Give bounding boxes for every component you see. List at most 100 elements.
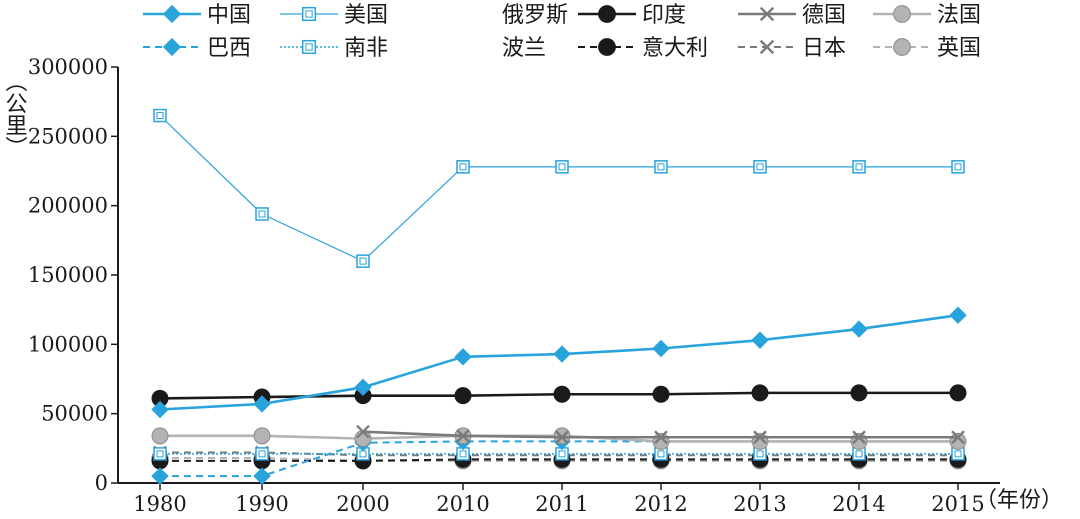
legend-item-印度-swatch-marker: [598, 5, 616, 23]
series-德国-point-2013: [753, 430, 767, 445]
legend-item-美国-swatch-marker: [301, 6, 317, 22]
x-tick-label: 1990: [235, 492, 288, 516]
legend-item-日本-swatch-marker: [759, 39, 775, 55]
series-美国-point-1990: [255, 207, 269, 221]
series-南非-point-1980-outer: [153, 447, 167, 461]
legend-item-美国-swatch-marker-inner: [305, 10, 313, 18]
series-美国-point-1980-outer: [153, 108, 167, 123]
y-tick-label: 200000: [28, 194, 108, 218]
series-美国-point-2010: [456, 160, 470, 174]
series-美国-point-2012-inner: [657, 163, 665, 171]
series-美国-point-2013-inner: [756, 163, 764, 171]
x-tick-label: 2013: [733, 492, 786, 516]
series-德国-point-2011: [555, 430, 569, 445]
legend-item-南非: 南非: [280, 36, 388, 61]
series-印度-point-2014: [850, 384, 868, 402]
legend-item-巴西-swatch-marker: [162, 37, 182, 57]
series-中国-point-2000: [354, 378, 372, 397]
x-tick-label: 2010: [436, 492, 489, 516]
series-中国-point-2011: [553, 345, 571, 363]
series-印度-point-2010: [454, 387, 472, 405]
legend-item-意大利: 意大利: [578, 36, 708, 61]
series-美国-point-2010-outer: [456, 160, 470, 174]
legend-item-日本: 日本: [738, 36, 846, 61]
series-德国-point-2012: [654, 430, 668, 445]
series-南非-point-1980-inner: [156, 450, 164, 458]
series-南非-point-1990-inner: [258, 450, 266, 458]
series-美国-point-2013-outer: [753, 160, 767, 174]
legend-item-俄罗斯: 俄罗斯: [502, 3, 568, 28]
legend-item-南非-swatch-marker-outer: [301, 39, 317, 55]
series-巴西-line: [160, 440, 958, 478]
series-印度-point-2011: [553, 385, 571, 403]
series-中国-point-2012: [652, 339, 670, 358]
series-法国-point-1990: [253, 427, 271, 445]
series-南非: [153, 447, 965, 461]
series-中国-point-1990: [253, 395, 271, 413]
series-南非-point-2015: [951, 447, 965, 461]
legend-item-中国-swatch-marker: [162, 4, 182, 24]
series-中国: [151, 306, 967, 419]
series-美国-point-2000-inner: [359, 257, 367, 265]
series-中国-point-2010: [454, 348, 472, 366]
series-南非-point-1980: [153, 447, 167, 461]
y-tick-label: 50000: [41, 402, 108, 426]
series-美国-point-2011-outer: [555, 160, 569, 174]
legend-item-法国-label: 法国: [937, 3, 981, 28]
series-南非-point-2000: [356, 447, 370, 461]
legend-item-中国: 中国: [143, 3, 251, 28]
legend-item-印度: 印度: [578, 3, 686, 28]
series-巴西-point-1980: [151, 467, 169, 485]
legend-item-波兰: 波兰: [502, 36, 546, 61]
series-南非-point-2013: [753, 447, 767, 461]
y-axis-label: （公里）: [2, 70, 28, 158]
legend-item-英国: 英国: [873, 36, 981, 61]
series-美国-point-2010-inner: [459, 163, 467, 171]
series-美国: [153, 108, 965, 268]
series-美国-point-1980-inner: [156, 112, 164, 120]
legend-item-美国: 美国: [280, 3, 388, 28]
series-德国-point-2014: [852, 430, 866, 445]
legend-item-英国-swatch-marker: [893, 38, 911, 56]
series-德国-point-2010: [456, 429, 470, 443]
x-tick-label: 2014: [832, 492, 885, 516]
axes-layer: 0 50000 100000 150000 200000 250000 300000 1980…: [28, 55, 1000, 516]
legend-item-南非-swatch-marker: [301, 39, 317, 55]
series-南非-point-1990-outer: [255, 447, 269, 461]
series-美国-point-2015: [951, 160, 965, 174]
series-德国-point-2015: [951, 430, 965, 445]
y-tick-label: 150000: [28, 263, 108, 287]
legend-item-巴西-label: 巴西: [207, 36, 251, 61]
legend-item-德国: 德国: [738, 3, 846, 28]
series-中国-point-2015: [949, 306, 967, 324]
x-tick-label: 2000: [336, 492, 389, 516]
series-南非-point-2011-inner: [558, 450, 566, 458]
legend-item-美国-label: 美国: [344, 3, 388, 28]
series-美国-point-2014: [852, 160, 866, 174]
legend-item-法国: 法国: [873, 3, 981, 28]
legend-item-德国-label: 德国: [802, 3, 846, 28]
x-tick-label: 1980: [133, 492, 186, 516]
series-美国-point-2013: [753, 160, 767, 174]
series-layer: [151, 108, 967, 485]
legend-item-意大利-swatch-marker: [598, 38, 616, 56]
series-中国-point-2014: [850, 320, 868, 338]
legend-item-波兰-label: 波兰: [502, 36, 546, 61]
series-南非-point-2012-inner: [657, 450, 665, 458]
legend-item-法国-swatch-marker: [893, 5, 911, 23]
legend-item-意大利-label: 意大利: [642, 36, 708, 61]
legend-item-南非-label: 南非: [344, 36, 388, 61]
legend-item-美国-swatch-marker-outer: [301, 6, 317, 22]
y-tick-label: 300000: [28, 55, 108, 79]
series-印度-point-2012: [652, 385, 670, 403]
series-印度-point-2013: [751, 384, 769, 402]
legend-item-中国-label: 中国: [207, 3, 251, 28]
series-美国-point-1980: [153, 108, 167, 123]
series-美国-point-2011-inner: [558, 163, 566, 171]
series-美国-point-2012-outer: [654, 160, 668, 174]
series-美国-point-2000-outer: [356, 254, 370, 268]
series-南非-point-2010-inner: [459, 450, 467, 458]
y-tick-label: 100000: [28, 332, 108, 356]
legend-item-英国-label: 英国: [937, 36, 981, 61]
